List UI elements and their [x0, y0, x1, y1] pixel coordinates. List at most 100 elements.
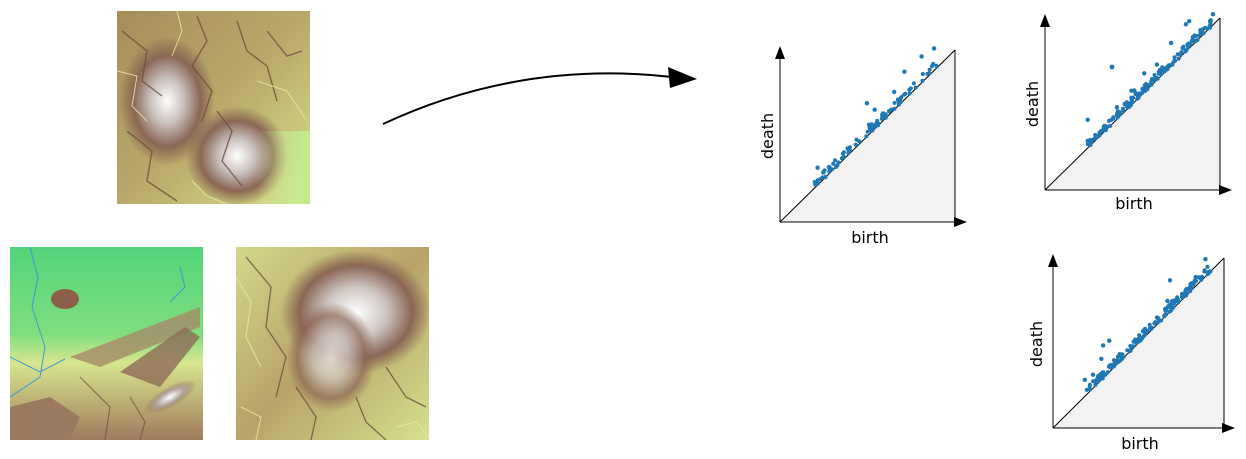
- persistence-point: [911, 81, 916, 86]
- persistence-point: [831, 161, 836, 166]
- persistence-diagram-3: birth death: [1028, 254, 1235, 453]
- persistence-point: [1120, 357, 1124, 361]
- persistence-point: [1163, 306, 1168, 311]
- persistence-point: [913, 85, 918, 90]
- persistence-point: [1137, 333, 1142, 338]
- x-axis-arrowhead: [1219, 185, 1232, 195]
- persistence-point: [872, 107, 877, 112]
- persistence-point: [1159, 67, 1164, 72]
- persistence-point: [1125, 348, 1130, 353]
- persistence-point: [1097, 130, 1102, 135]
- persistence-point: [1205, 272, 1210, 277]
- persistence-point: [1154, 62, 1160, 67]
- persistence-point: [833, 158, 837, 163]
- persistence-point: [1093, 136, 1098, 141]
- persistence-point: [1147, 322, 1152, 327]
- persistence-point: [1152, 73, 1157, 77]
- persistence-point: [1170, 62, 1175, 67]
- persistence-point: [1187, 19, 1192, 24]
- persistence-point: [892, 100, 897, 105]
- persistence-point: [927, 67, 932, 72]
- persistence-point: [853, 142, 858, 147]
- persistence-point: [1193, 34, 1198, 38]
- persistence-point: [1085, 138, 1090, 143]
- persistence-point: [1183, 48, 1188, 53]
- persistence-point: [1093, 383, 1098, 387]
- points-group: [812, 46, 939, 187]
- persistence-point: [1190, 35, 1195, 39]
- persistence-point: [1109, 365, 1114, 370]
- persistence-point: [1107, 118, 1111, 123]
- persistence-point: [834, 164, 838, 169]
- persistence-point: [812, 180, 817, 184]
- persistence-point: [1196, 33, 1201, 38]
- persistence-point: [892, 89, 897, 95]
- x-axis-label: birth: [1115, 194, 1153, 213]
- persistence-point: [1167, 278, 1173, 283]
- persistence-point: [1164, 67, 1169, 72]
- persistence-point: [1095, 377, 1100, 382]
- persistence-point: [823, 174, 828, 179]
- persistence-point: [854, 137, 859, 142]
- persistence-point: [880, 111, 885, 116]
- persistence-point: [903, 91, 908, 96]
- persistence-point: [925, 71, 930, 76]
- persistence-point: [907, 91, 912, 96]
- persistence-point: [1131, 344, 1136, 349]
- persistence-point: [1202, 268, 1207, 273]
- persistence-point: [1142, 71, 1147, 76]
- persistence-point: [1167, 309, 1172, 314]
- persistence-point: [1167, 63, 1171, 68]
- persistence-point: [815, 181, 820, 186]
- persistence-point: [896, 99, 901, 104]
- persistence-point: [1210, 12, 1216, 17]
- persistence-point: [1183, 22, 1189, 27]
- persistence-point: [1084, 387, 1089, 392]
- persistence-point: [1149, 326, 1154, 331]
- persistence-point: [840, 151, 845, 156]
- points-group: [1085, 12, 1216, 148]
- persistence-point: [907, 87, 912, 92]
- persistence-point: [1180, 292, 1185, 297]
- persistence-point: [1109, 64, 1115, 70]
- persistence-point: [875, 118, 880, 123]
- x-axis-arrowhead: [1222, 423, 1235, 433]
- persistence-point: [1155, 320, 1160, 325]
- x-axis-arrowhead: [954, 217, 967, 227]
- persistence-diagram-2: birth death: [1023, 12, 1232, 213]
- terrain-tile-bottom-left: [10, 247, 203, 440]
- persistence-point: [1170, 299, 1175, 304]
- persistence-point: [815, 165, 820, 170]
- persistence-point: [1087, 384, 1092, 389]
- persistence-point: [1198, 276, 1203, 281]
- persistence-point: [1189, 39, 1194, 43]
- persistence-point: [1118, 110, 1123, 115]
- persistence-point: [1184, 293, 1188, 298]
- persistence-point: [934, 63, 939, 68]
- persistence-point: [1115, 115, 1120, 120]
- persistence-point: [1129, 97, 1134, 102]
- persistence-point: [1099, 356, 1104, 361]
- persistence-point: [899, 95, 904, 100]
- persistence-point: [1142, 333, 1147, 338]
- persistence-point: [929, 64, 934, 69]
- persistence-point: [1156, 69, 1161, 74]
- persistence-point: [1085, 117, 1090, 123]
- persistence-point: [1208, 25, 1213, 30]
- persistence-point: [1189, 281, 1194, 286]
- persistence-point: [1198, 30, 1203, 35]
- persistence-point: [1172, 58, 1177, 63]
- persistence-point: [1091, 379, 1096, 384]
- persistence-point: [1140, 329, 1145, 334]
- y-axis-label: death: [1028, 321, 1046, 367]
- persistence-point: [1121, 106, 1125, 111]
- persistence-point: [920, 72, 925, 76]
- persistence-point: [1116, 360, 1121, 365]
- persistence-point: [1093, 132, 1098, 137]
- persistence-point: [1100, 376, 1105, 381]
- persistence-point: [815, 178, 820, 183]
- persistence-point: [866, 122, 872, 128]
- persistence-point: [1116, 354, 1120, 359]
- persistence-point: [1175, 52, 1180, 57]
